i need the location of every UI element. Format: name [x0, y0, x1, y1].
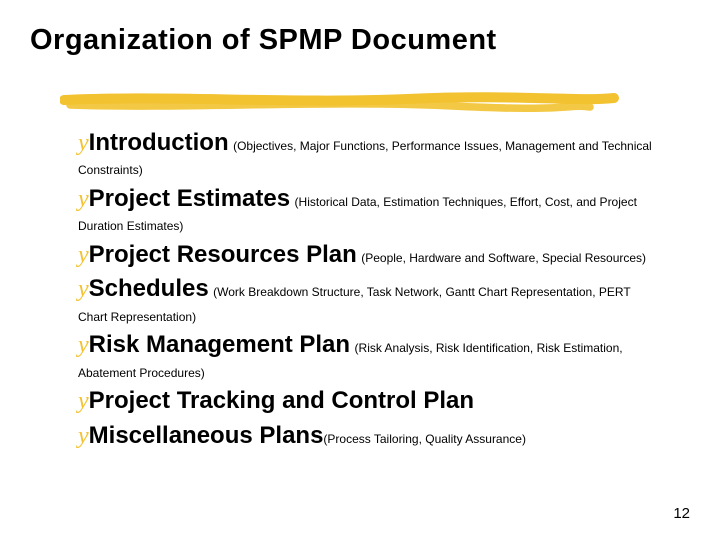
- bullet-icon: y: [78, 388, 89, 414]
- item-heading: Risk Management Plan: [89, 331, 350, 358]
- list-item: yProject Resources Plan (People, Hardwar…: [78, 239, 660, 271]
- bullet-icon: y: [78, 242, 89, 268]
- item-heading: Project Tracking and Control Plan: [89, 387, 474, 414]
- item-heading: Project Estimates: [89, 185, 290, 212]
- item-heading: Schedules: [89, 275, 209, 302]
- item-detail: (People, Hardware and Software, Special …: [361, 251, 646, 265]
- slide-number: 12: [673, 505, 690, 522]
- bullet-icon: y: [78, 276, 89, 302]
- list-item: ySchedules (Work Breakdown Structure, Ta…: [78, 273, 660, 327]
- item-detail: (Process Tailoring, Quality Assurance): [323, 432, 526, 446]
- item-heading: Miscellaneous Plans: [89, 422, 324, 449]
- bullet-list: yIntroduction (Objectives, Major Functio…: [78, 127, 660, 452]
- item-heading: Introduction: [89, 129, 229, 156]
- list-item: yProject Estimates (Historical Data, Est…: [78, 183, 660, 237]
- title-underline: [60, 91, 650, 113]
- bullet-icon: y: [78, 423, 89, 449]
- brush-stroke-icon: [60, 91, 620, 113]
- list-item: yRisk Management Plan (Risk Analysis, Ri…: [78, 329, 660, 383]
- item-heading: Project Resources Plan: [89, 241, 357, 268]
- bullet-icon: y: [78, 186, 89, 212]
- list-item: yIntroduction (Objectives, Major Functio…: [78, 127, 660, 181]
- bullet-icon: y: [78, 130, 89, 156]
- list-item: yMiscellaneous Plans(Process Tailoring, …: [78, 420, 660, 452]
- slide-title: Organization of SPMP Document: [30, 24, 690, 57]
- bullet-icon: y: [78, 332, 89, 358]
- list-item: yProject Tracking and Control Plan: [78, 385, 660, 417]
- slide: Organization of SPMP Document yIntroduct…: [0, 0, 720, 540]
